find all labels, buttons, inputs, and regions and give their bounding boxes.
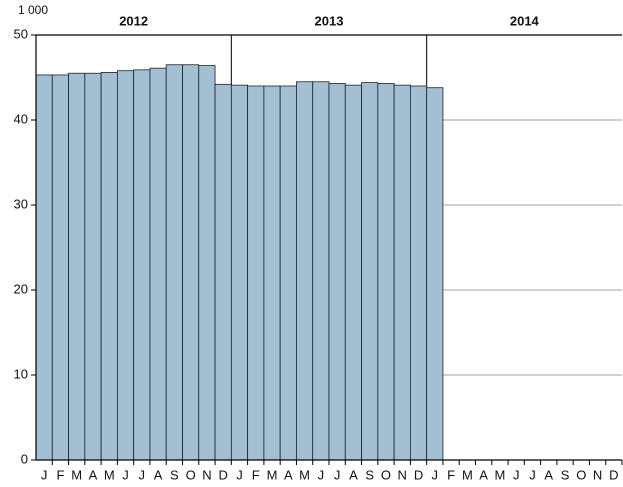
bar: [35, 74, 53, 461]
bar: [198, 65, 216, 461]
bar: [344, 84, 362, 461]
x-tick-label: N: [593, 467, 602, 482]
bar: [279, 85, 297, 461]
x-tick-label: A: [349, 467, 358, 482]
bar: [51, 74, 69, 461]
bar: [165, 64, 183, 461]
x-tick-label: A: [544, 467, 553, 482]
y-tick-label: 30: [14, 196, 28, 211]
x-tick-label: O: [381, 467, 391, 482]
x-tick-label: J: [318, 467, 325, 482]
x-tick-label: F: [252, 467, 260, 482]
x-tick-label: A: [284, 467, 293, 482]
bar: [68, 72, 86, 461]
y-tick-label: 10: [14, 366, 28, 381]
x-tick-label: M: [71, 467, 82, 482]
y-tick-label: 40: [14, 111, 28, 126]
x-tick-label: M: [299, 467, 310, 482]
bar: [84, 72, 102, 461]
x-tick-label: D: [414, 467, 423, 482]
x-tick-label: J: [139, 467, 146, 482]
x-tick-label: F: [447, 467, 455, 482]
x-tick-label: D: [609, 467, 618, 482]
x-tick-label: J: [529, 467, 536, 482]
x-tick-label: M: [494, 467, 505, 482]
x-tick-label: J: [334, 467, 341, 482]
bar: [328, 83, 346, 461]
x-tick-label: A: [479, 467, 488, 482]
x-tick-label: S: [170, 467, 179, 482]
bar: [214, 83, 232, 461]
y-tick-label: 20: [14, 281, 28, 296]
year-label: 2014: [510, 13, 540, 28]
bar: [263, 85, 281, 461]
x-tick-label: N: [202, 467, 211, 482]
x-tick-label: J: [432, 467, 439, 482]
bar: [377, 83, 395, 461]
x-tick-label: A: [154, 467, 163, 482]
bar: [393, 84, 411, 461]
x-tick-label: J: [122, 467, 129, 482]
x-tick-label: F: [56, 467, 64, 482]
bar: [149, 67, 167, 461]
x-tick-label: J: [513, 467, 520, 482]
year-label: 2013: [315, 13, 344, 28]
year-label: 2012: [119, 13, 148, 28]
y-tick-label: 50: [14, 26, 28, 41]
x-tick-label: J: [236, 467, 243, 482]
x-tick-label: M: [104, 467, 115, 482]
x-tick-label: M: [267, 467, 278, 482]
x-tick-label: N: [398, 467, 407, 482]
bar: [247, 85, 265, 461]
x-tick-label: O: [576, 467, 586, 482]
bar: [230, 84, 249, 461]
bar: [312, 81, 330, 461]
x-tick-label: D: [218, 467, 227, 482]
bar: [100, 72, 118, 461]
y-tick-label: 0: [21, 451, 28, 466]
x-tick-label: S: [561, 467, 570, 482]
bar: [296, 81, 314, 461]
bar: [409, 85, 428, 461]
y-unit: 1 000: [18, 3, 48, 17]
x-tick-label: M: [462, 467, 473, 482]
bar: [133, 69, 151, 461]
x-tick-label: S: [365, 467, 374, 482]
bar: [116, 70, 135, 461]
bar: [361, 82, 379, 461]
x-tick-label: A: [89, 467, 98, 482]
bar: [426, 87, 444, 461]
x-tick-label: J: [41, 467, 48, 482]
bar: [182, 64, 200, 461]
x-tick-label: O: [186, 467, 196, 482]
